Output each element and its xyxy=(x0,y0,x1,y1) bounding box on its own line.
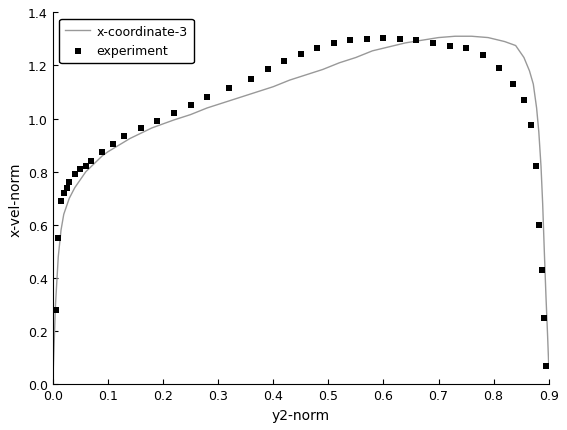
experiment xyxy=(109,141,118,148)
x-coordinate-3 xyxy=(545,363,552,369)
x-coordinate-3 xyxy=(485,36,492,41)
x-coordinate-3 xyxy=(544,334,551,339)
experiment xyxy=(379,35,388,42)
experiment xyxy=(478,52,487,59)
experiment xyxy=(412,38,421,45)
experiment xyxy=(519,97,528,104)
Line: x-coordinate-3: x-coordinate-3 xyxy=(53,37,549,384)
experiment xyxy=(534,222,543,229)
experiment xyxy=(70,172,79,178)
experiment xyxy=(346,38,355,45)
experiment xyxy=(541,362,551,369)
experiment xyxy=(263,67,272,74)
experiment xyxy=(395,37,404,43)
experiment xyxy=(51,307,60,313)
experiment xyxy=(494,65,503,72)
x-coordinate-3 xyxy=(99,154,106,159)
experiment xyxy=(186,103,195,110)
Y-axis label: x-vel-norm: x-vel-norm xyxy=(9,162,22,236)
experiment xyxy=(531,163,540,170)
experiment xyxy=(54,235,63,242)
experiment xyxy=(445,43,454,50)
x-coordinate-3 xyxy=(418,39,425,44)
x-coordinate-3 xyxy=(452,34,459,40)
X-axis label: y2-norm: y2-norm xyxy=(272,408,330,422)
experiment xyxy=(98,149,107,156)
Legend: x-coordinate-3, experiment: x-coordinate-3, experiment xyxy=(59,19,194,64)
experiment xyxy=(429,40,438,47)
experiment xyxy=(280,59,289,66)
experiment xyxy=(153,119,162,126)
experiment xyxy=(539,315,548,322)
experiment xyxy=(509,81,518,88)
experiment xyxy=(81,163,90,170)
experiment xyxy=(462,46,471,52)
experiment xyxy=(313,46,322,52)
experiment xyxy=(62,185,71,192)
experiment xyxy=(137,125,146,132)
experiment xyxy=(537,267,546,274)
experiment xyxy=(202,95,211,101)
x-coordinate-3 xyxy=(149,126,155,131)
experiment xyxy=(65,179,74,186)
experiment xyxy=(170,111,179,117)
experiment xyxy=(329,40,338,47)
experiment xyxy=(225,86,234,92)
experiment xyxy=(247,76,256,83)
experiment xyxy=(527,123,536,129)
x-coordinate-3 xyxy=(49,382,56,387)
x-coordinate-3 xyxy=(138,131,145,136)
experiment xyxy=(87,158,96,165)
experiment xyxy=(59,190,68,197)
experiment xyxy=(362,37,371,43)
experiment xyxy=(120,133,129,140)
experiment xyxy=(296,51,305,58)
experiment xyxy=(57,198,66,205)
experiment xyxy=(76,166,85,173)
